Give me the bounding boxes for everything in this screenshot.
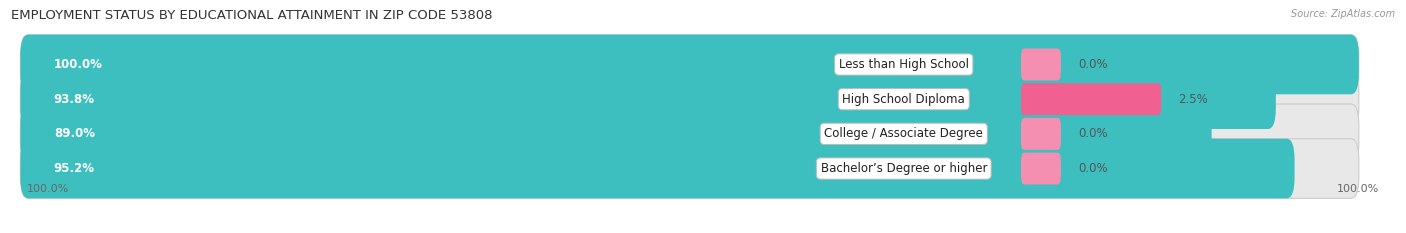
Text: Source: ZipAtlas.com: Source: ZipAtlas.com: [1291, 9, 1395, 19]
FancyBboxPatch shape: [21, 139, 1358, 198]
FancyBboxPatch shape: [21, 104, 1212, 164]
Text: 100.0%: 100.0%: [53, 58, 103, 71]
FancyBboxPatch shape: [1021, 118, 1062, 150]
FancyBboxPatch shape: [1021, 48, 1062, 80]
FancyBboxPatch shape: [1021, 83, 1161, 115]
Text: 89.0%: 89.0%: [53, 127, 94, 140]
Text: 0.0%: 0.0%: [1078, 58, 1108, 71]
Text: High School Diploma: High School Diploma: [842, 93, 965, 106]
FancyBboxPatch shape: [21, 139, 1295, 198]
Text: 93.8%: 93.8%: [53, 93, 94, 106]
Text: 100.0%: 100.0%: [27, 184, 69, 194]
FancyBboxPatch shape: [21, 69, 1358, 129]
Text: Less than High School: Less than High School: [839, 58, 969, 71]
Text: Bachelor’s Degree or higher: Bachelor’s Degree or higher: [821, 162, 987, 175]
Text: College / Associate Degree: College / Associate Degree: [824, 127, 983, 140]
Text: 0.0%: 0.0%: [1078, 127, 1108, 140]
FancyBboxPatch shape: [1021, 153, 1062, 185]
FancyBboxPatch shape: [21, 104, 1358, 164]
FancyBboxPatch shape: [21, 69, 1275, 129]
Text: 0.0%: 0.0%: [1078, 162, 1108, 175]
Text: EMPLOYMENT STATUS BY EDUCATIONAL ATTAINMENT IN ZIP CODE 53808: EMPLOYMENT STATUS BY EDUCATIONAL ATTAINM…: [11, 9, 492, 22]
FancyBboxPatch shape: [21, 35, 1358, 94]
Text: 100.0%: 100.0%: [1337, 184, 1379, 194]
Text: 2.5%: 2.5%: [1178, 93, 1208, 106]
FancyBboxPatch shape: [21, 35, 1358, 94]
Text: 95.2%: 95.2%: [53, 162, 94, 175]
